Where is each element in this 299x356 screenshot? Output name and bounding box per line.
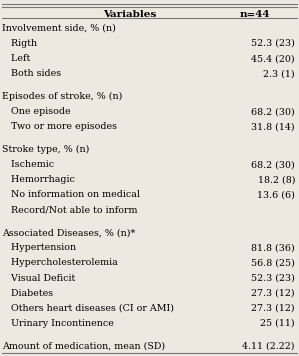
Text: One episode: One episode (2, 107, 71, 116)
Text: No information on medical: No information on medical (2, 190, 140, 199)
Text: Rigth: Rigth (2, 39, 37, 48)
Text: 13.6 (6): 13.6 (6) (257, 190, 295, 199)
Text: Both sides: Both sides (2, 69, 61, 78)
Text: Record/Not able to inform: Record/Not able to inform (2, 205, 138, 214)
Text: Urinary Incontinence: Urinary Incontinence (2, 319, 114, 328)
Text: Amount of medication, mean (SD): Amount of medication, mean (SD) (2, 342, 165, 351)
Text: 27.3 (12): 27.3 (12) (251, 289, 295, 298)
Text: Left: Left (2, 54, 30, 63)
Text: Variables: Variables (103, 10, 157, 19)
Text: n=44: n=44 (240, 10, 270, 19)
Text: 56.8 (25): 56.8 (25) (251, 258, 295, 267)
Text: Episodes of stroke, % (n): Episodes of stroke, % (n) (2, 92, 122, 101)
Text: Involvement side, % (n): Involvement side, % (n) (2, 24, 116, 33)
Text: Stroke type, % (n): Stroke type, % (n) (2, 145, 89, 154)
Text: 68.2 (30): 68.2 (30) (251, 160, 295, 169)
Text: 52.3 (23): 52.3 (23) (251, 273, 295, 283)
Text: 52.3 (23): 52.3 (23) (251, 39, 295, 48)
Text: 81.8 (36): 81.8 (36) (251, 243, 295, 252)
Text: Associated Diseases, % (n)*: Associated Diseases, % (n)* (2, 228, 135, 237)
Text: Visual Deficit: Visual Deficit (2, 273, 75, 283)
Text: Hemorrhagic: Hemorrhagic (2, 175, 75, 184)
Text: 4.11 (2.22): 4.11 (2.22) (242, 342, 295, 351)
Text: Others heart diseases (CI or AMI): Others heart diseases (CI or AMI) (2, 304, 174, 313)
Text: Ischemic: Ischemic (2, 160, 54, 169)
Text: Two or more episodes: Two or more episodes (2, 122, 117, 131)
Text: 45.4 (20): 45.4 (20) (251, 54, 295, 63)
Text: 68.2 (30): 68.2 (30) (251, 107, 295, 116)
Text: Diabetes: Diabetes (2, 289, 53, 298)
Text: 31.8 (14): 31.8 (14) (251, 122, 295, 131)
Text: Hypertension: Hypertension (2, 243, 76, 252)
Text: Hypercholesterolemia: Hypercholesterolemia (2, 258, 118, 267)
Text: 25 (11): 25 (11) (260, 319, 295, 328)
Text: 18.2 (8): 18.2 (8) (257, 175, 295, 184)
Text: 27.3 (12): 27.3 (12) (251, 304, 295, 313)
Text: 2.3 (1): 2.3 (1) (263, 69, 295, 78)
